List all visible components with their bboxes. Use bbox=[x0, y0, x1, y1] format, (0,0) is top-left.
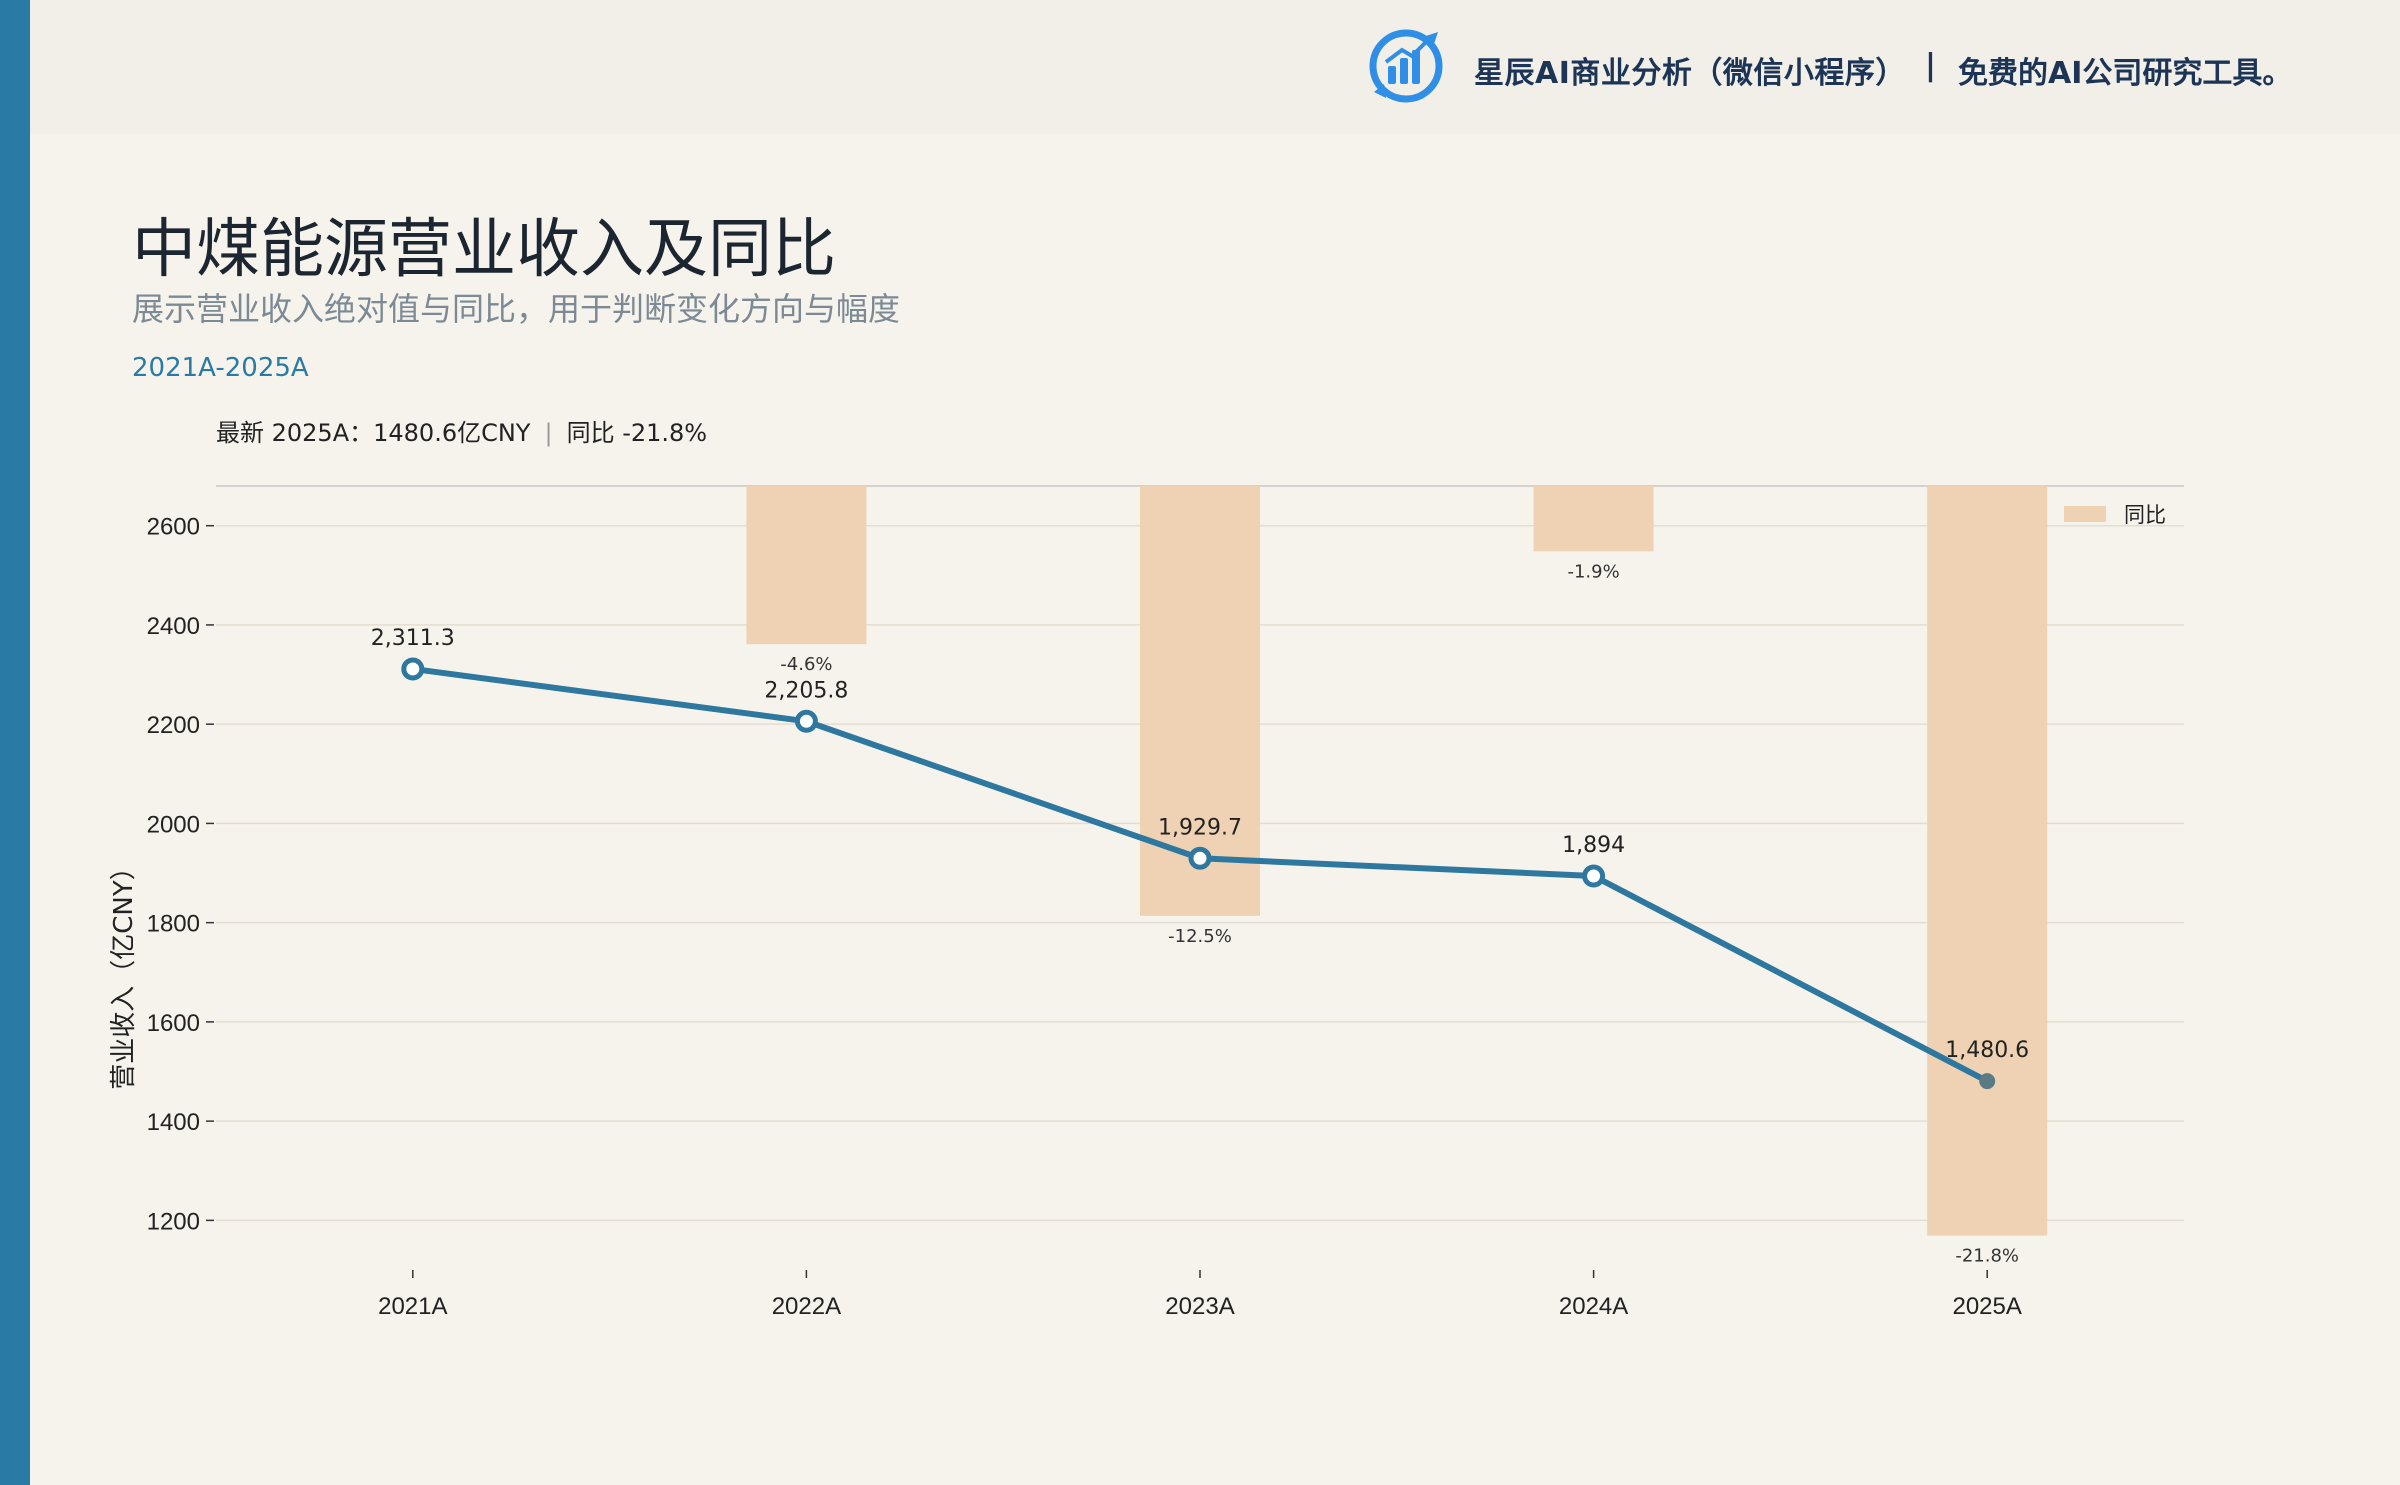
yoy-bar-label: -12.5% bbox=[1168, 926, 1232, 947]
brand-logo-icon bbox=[1369, 29, 1443, 103]
revenue-value-label: 1,480.6 bbox=[1945, 1038, 2029, 1063]
page-subtitle: 展示营业收入绝对值与同比，用于判断变化方向与幅度 bbox=[132, 290, 901, 328]
revenue-point bbox=[1582, 864, 1606, 888]
yoy-bar bbox=[1927, 486, 2048, 1236]
y-tick-label: 1800 bbox=[147, 911, 200, 938]
accent-side-bar bbox=[0, 0, 30, 1485]
revenue-value-label: 2,205.8 bbox=[764, 678, 848, 703]
brand-tagline: 免费的AI公司研究工具。 bbox=[1958, 56, 2293, 91]
x-tick-label: 2023A bbox=[1165, 1293, 1234, 1320]
x-tick-label: 2022A bbox=[772, 1293, 841, 1320]
y-tick-label: 2000 bbox=[147, 811, 200, 838]
x-tick-label: 2025A bbox=[1952, 1293, 2021, 1320]
brand-name: 星辰AI商业分析（微信小程序） bbox=[1474, 56, 1906, 91]
brand-separator: | bbox=[1925, 48, 1936, 83]
y-tick-label: 2400 bbox=[147, 613, 200, 640]
latest-yoy: 同比 -21.8% bbox=[566, 419, 708, 447]
revenue-point bbox=[1188, 846, 1212, 870]
yoy-bar-label: -21.8% bbox=[1955, 1246, 2019, 1267]
revenue-value-label: 2,311.3 bbox=[371, 626, 455, 651]
x-tick-label: 2024A bbox=[1559, 1293, 1628, 1320]
y-tick-label: 2600 bbox=[147, 514, 200, 541]
yoy-bar bbox=[746, 486, 867, 645]
revenue-value-label: 1,894 bbox=[1562, 833, 1625, 858]
revenue-point bbox=[401, 657, 425, 681]
yoy-bar-label: -1.9% bbox=[1567, 561, 1619, 582]
legend-label-yoy: 同比 bbox=[2124, 503, 2166, 527]
period-range: 2021A-2025A bbox=[132, 353, 309, 383]
y-tick-label: 1400 bbox=[147, 1109, 200, 1136]
legend-swatch-yoy bbox=[2064, 506, 2106, 522]
revenue-point-latest bbox=[1979, 1073, 1996, 1090]
latest-summary: 最新 2025A：1480.6亿CNY | 同比 -21.8% bbox=[216, 413, 707, 448]
page-title: 中煤能源营业收入及同比 bbox=[132, 213, 836, 287]
x-tick-label: 2021A bbox=[378, 1293, 447, 1320]
revenue-value-label: 1,929.7 bbox=[1158, 815, 1242, 840]
y-tick-label: 1200 bbox=[147, 1208, 200, 1235]
revenue-point bbox=[794, 709, 818, 733]
y-tick-label: 1600 bbox=[147, 1010, 200, 1037]
summary-separator: | bbox=[544, 419, 553, 447]
latest-value: 最新 2025A：1480.6亿CNY bbox=[216, 419, 531, 447]
top-banner bbox=[30, 0, 2400, 134]
yoy-bar-label: -4.6% bbox=[780, 654, 832, 675]
yoy-bar bbox=[1533, 486, 1654, 552]
y-axis-label: 营业收入（亿CNY） bbox=[109, 854, 139, 1090]
y-tick-label: 2200 bbox=[147, 712, 200, 739]
